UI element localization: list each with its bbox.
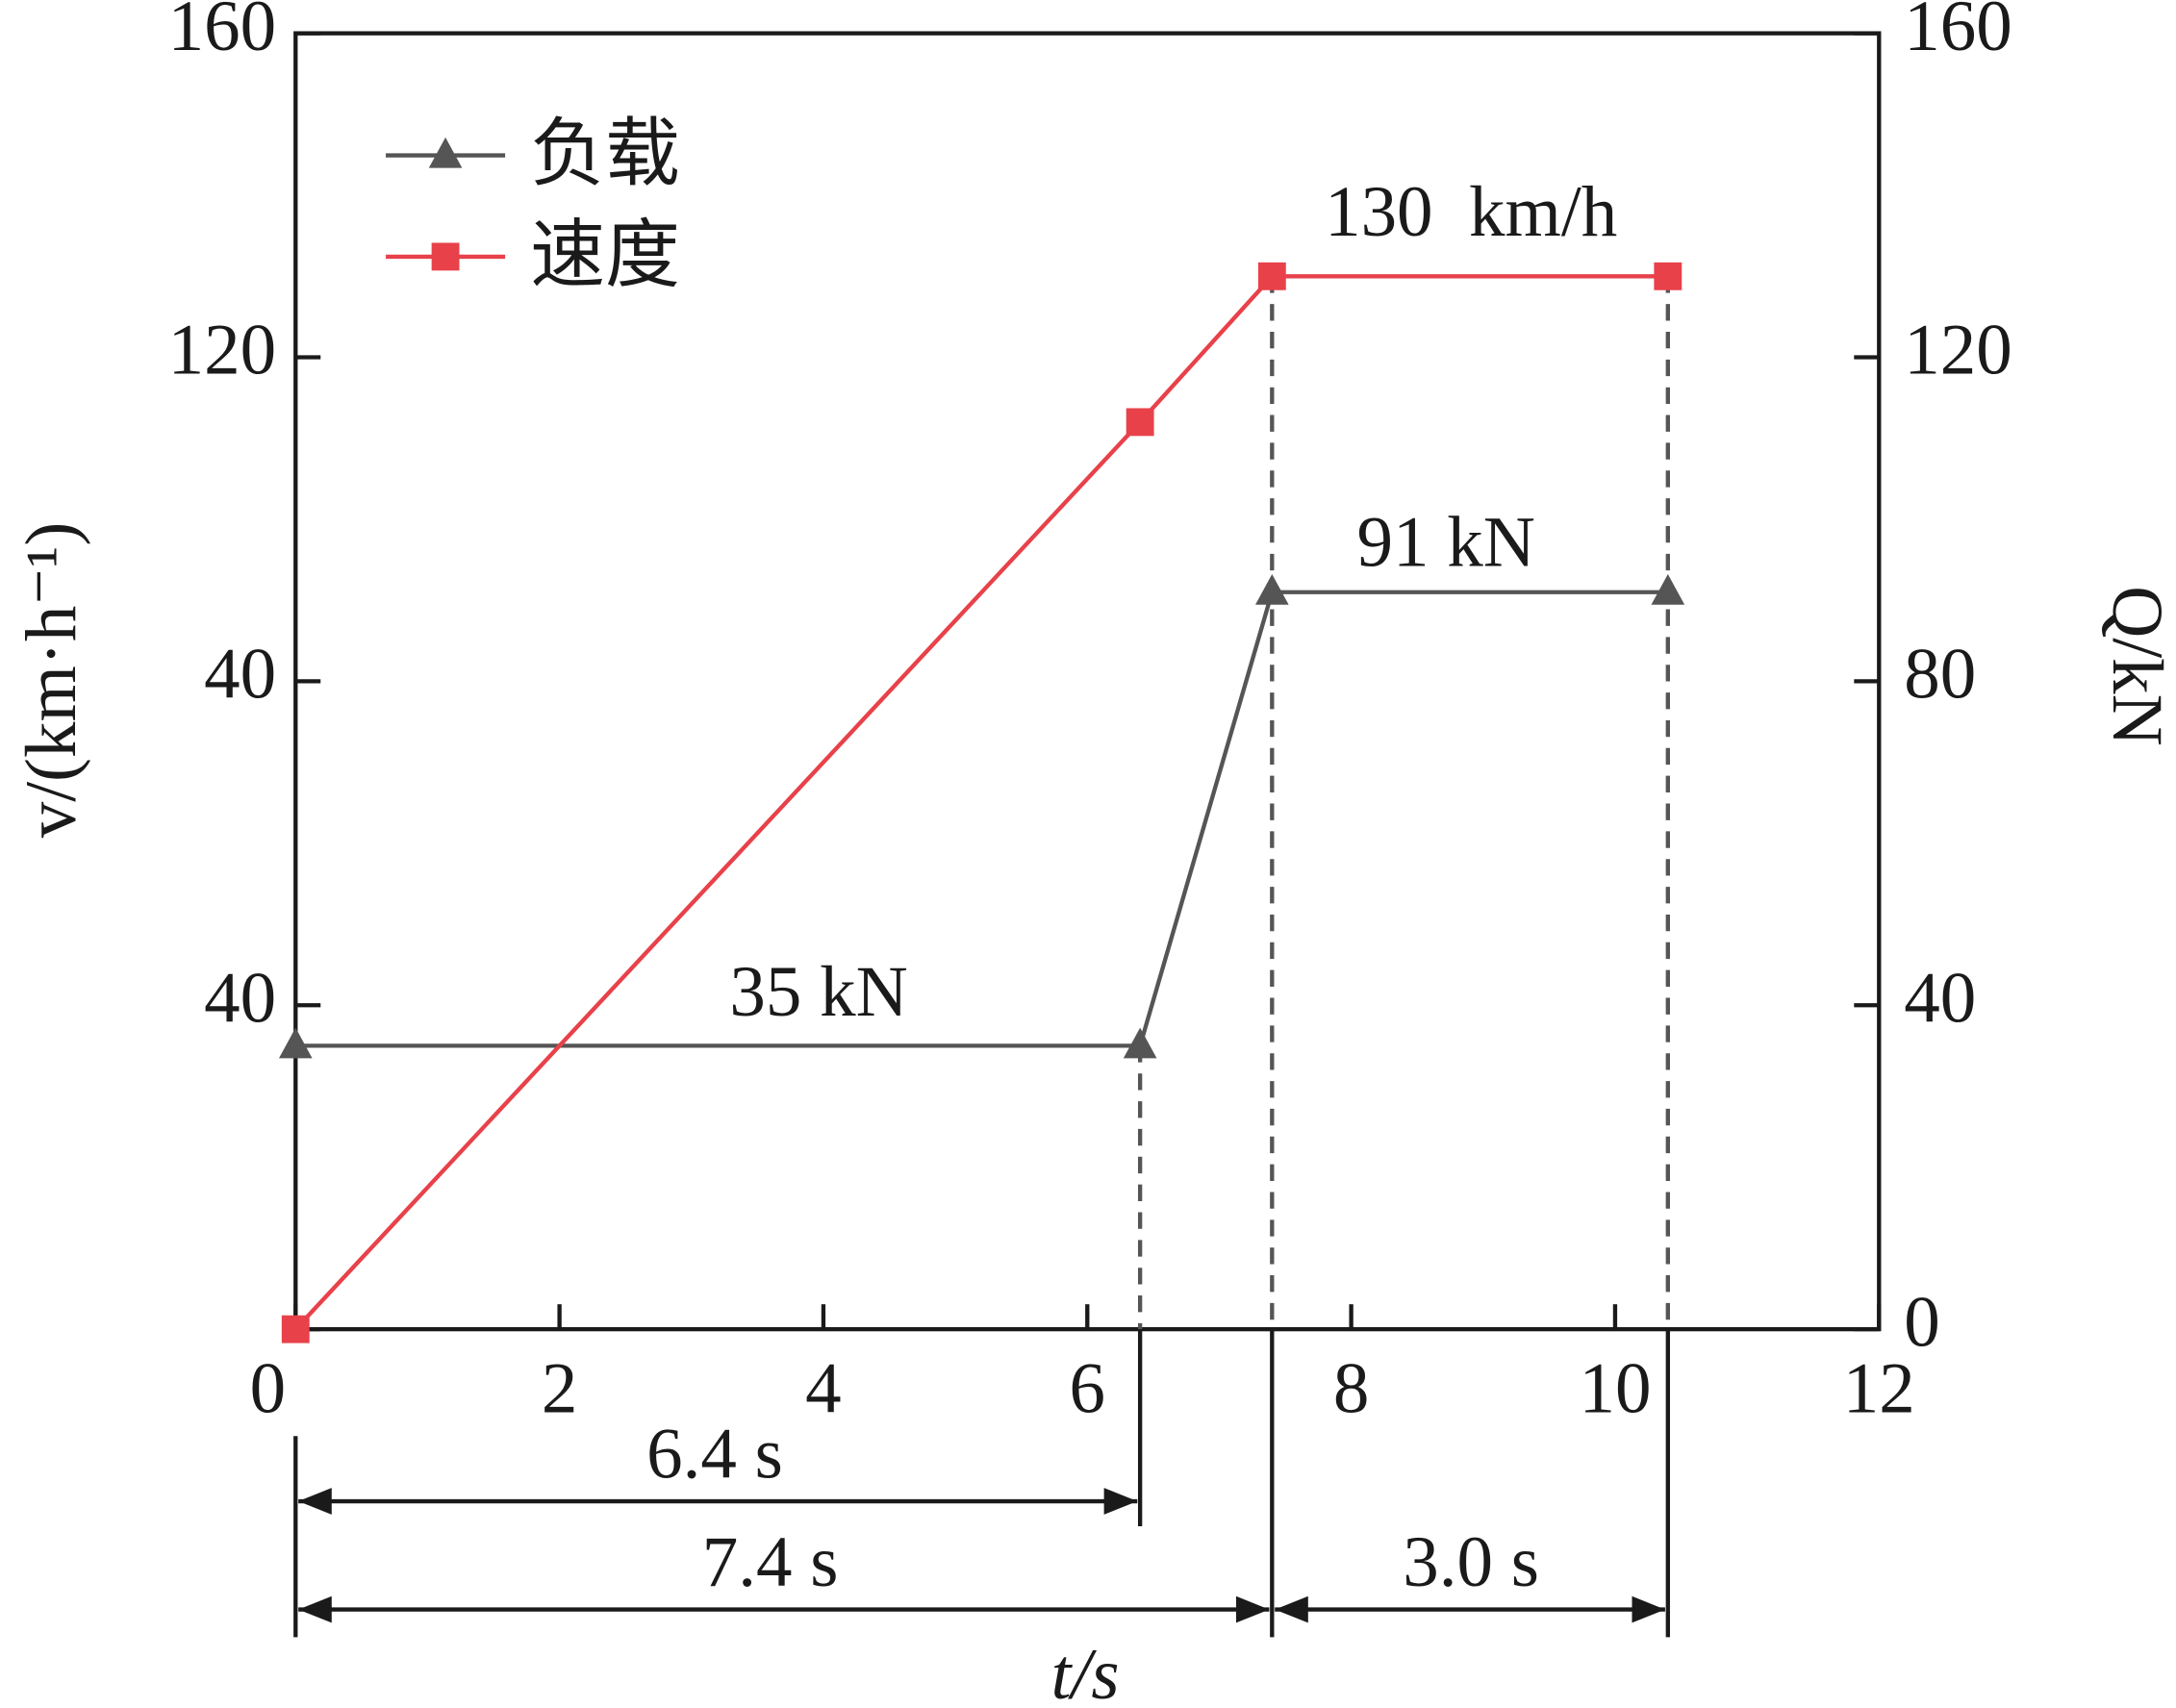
annotation: 3.0 s — [1403, 1522, 1539, 1602]
legend-marker — [431, 242, 460, 271]
marker — [1126, 408, 1154, 437]
legend-marker — [428, 137, 463, 168]
x-tick-label: 8 — [1333, 1349, 1369, 1429]
x-tick-label: 6 — [1070, 1349, 1105, 1429]
annotation: 6.4 s — [646, 1414, 783, 1494]
marker — [1654, 262, 1683, 290]
x-tick-label: 10 — [1579, 1349, 1651, 1429]
y2-axis-label: Q/kN — [2097, 586, 2176, 746]
x-axis-label: t/s — [1051, 1635, 1120, 1708]
marker — [1123, 1027, 1157, 1059]
y2-tick-label: 80 — [1904, 635, 1976, 715]
legend-label: 速度 — [530, 212, 680, 298]
x-tick-label: 2 — [542, 1349, 577, 1429]
y-tick-label: 40 — [204, 635, 276, 715]
x-tick-label: 4 — [805, 1349, 841, 1429]
y-tick-label: 160 — [168, 0, 276, 66]
y2-tick-label: 160 — [1904, 0, 2012, 66]
y2-tick-label: 40 — [1904, 958, 1976, 1038]
x-tick-label: 12 — [1843, 1349, 1915, 1429]
marker — [278, 1027, 313, 1059]
series-line — [293, 274, 1668, 1331]
x-tick-label: 0 — [250, 1349, 286, 1429]
series-line — [295, 590, 1668, 1048]
y2-tick-label: 0 — [1904, 1282, 1939, 1362]
annotation: 35 kN — [729, 952, 907, 1032]
marker — [1257, 262, 1286, 290]
y-tick-label: 40 — [204, 958, 276, 1038]
annotation: 130 km/h — [1325, 172, 1617, 252]
y-axis-label: v/(km·h⁻¹) — [12, 522, 91, 839]
y-tick-label: 120 — [168, 311, 276, 390]
annotation: 91 kN — [1356, 503, 1534, 583]
marker — [281, 1315, 310, 1344]
legend-label: 负载 — [530, 111, 680, 197]
marker — [1255, 573, 1289, 605]
annotation: 7.4 s — [702, 1522, 839, 1602]
marker — [1651, 573, 1685, 605]
y2-tick-label: 120 — [1904, 311, 2012, 390]
